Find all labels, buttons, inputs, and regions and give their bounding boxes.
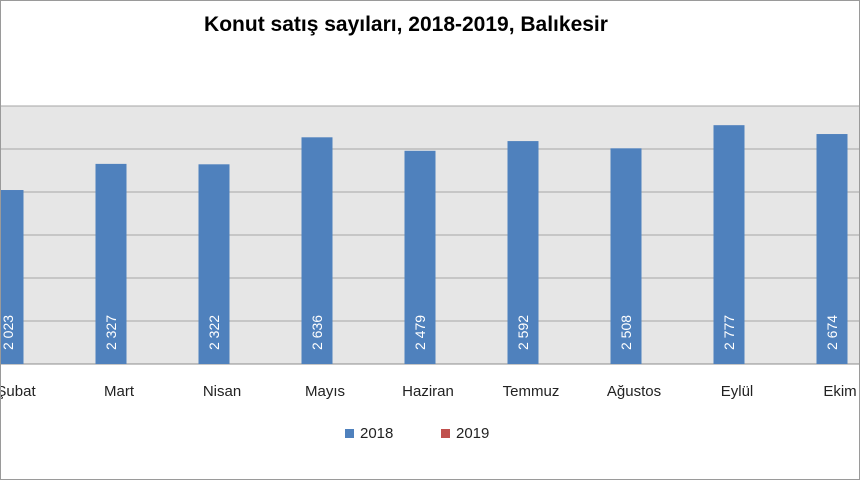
data-label-2018-5: 2 592 bbox=[515, 315, 531, 350]
data-label-2018-4: 2 479 bbox=[412, 315, 428, 350]
category-label: Mayıs bbox=[305, 383, 345, 400]
legend-swatch-2018 bbox=[345, 429, 354, 438]
chart-title: Konut satış sayıları, 2018-2019, Balıkes… bbox=[204, 13, 608, 36]
category-label: Mart bbox=[104, 383, 135, 400]
chart-legend: 2018 2019 bbox=[1, 425, 860, 447]
bar-2018-5 bbox=[507, 141, 539, 364]
category-label: Ağustos bbox=[607, 383, 661, 400]
bar-2018-2 bbox=[198, 164, 230, 364]
bar-2018-3 bbox=[301, 137, 333, 364]
legend-label-2018: 2018 bbox=[360, 425, 394, 442]
bar-2018-8 bbox=[816, 134, 848, 364]
data-label-2018-0: 2 023 bbox=[1, 315, 16, 350]
data-label-2018-6: 2 508 bbox=[618, 315, 634, 350]
legend-item-2018: 2018 bbox=[345, 425, 393, 442]
data-label-2018-8: 2 674 bbox=[824, 315, 840, 350]
data-label-2018-2: 2 322 bbox=[206, 315, 222, 350]
category-label: Nisan bbox=[203, 383, 241, 400]
legend-item-2019: 2019 bbox=[441, 425, 489, 442]
bar-2018-0 bbox=[1, 190, 24, 364]
legend-label-2019: 2019 bbox=[456, 425, 490, 442]
bar-2018-7 bbox=[713, 125, 745, 364]
bar-2018-4 bbox=[404, 150, 436, 364]
category-label: Eylül bbox=[721, 383, 754, 400]
category-label: Şubat bbox=[1, 383, 36, 400]
bar-2018-6 bbox=[610, 148, 642, 364]
category-label: Ekim bbox=[823, 383, 856, 400]
bar-2018-1 bbox=[95, 163, 127, 364]
legend-swatch-2019 bbox=[441, 429, 450, 438]
data-label-2018-1: 2 327 bbox=[103, 315, 119, 350]
data-label-2018-7: 2 777 bbox=[721, 315, 737, 350]
category-label: Temmuz bbox=[503, 383, 560, 400]
data-label-2018-3: 2 636 bbox=[309, 315, 325, 350]
category-label: Haziran bbox=[402, 383, 454, 400]
